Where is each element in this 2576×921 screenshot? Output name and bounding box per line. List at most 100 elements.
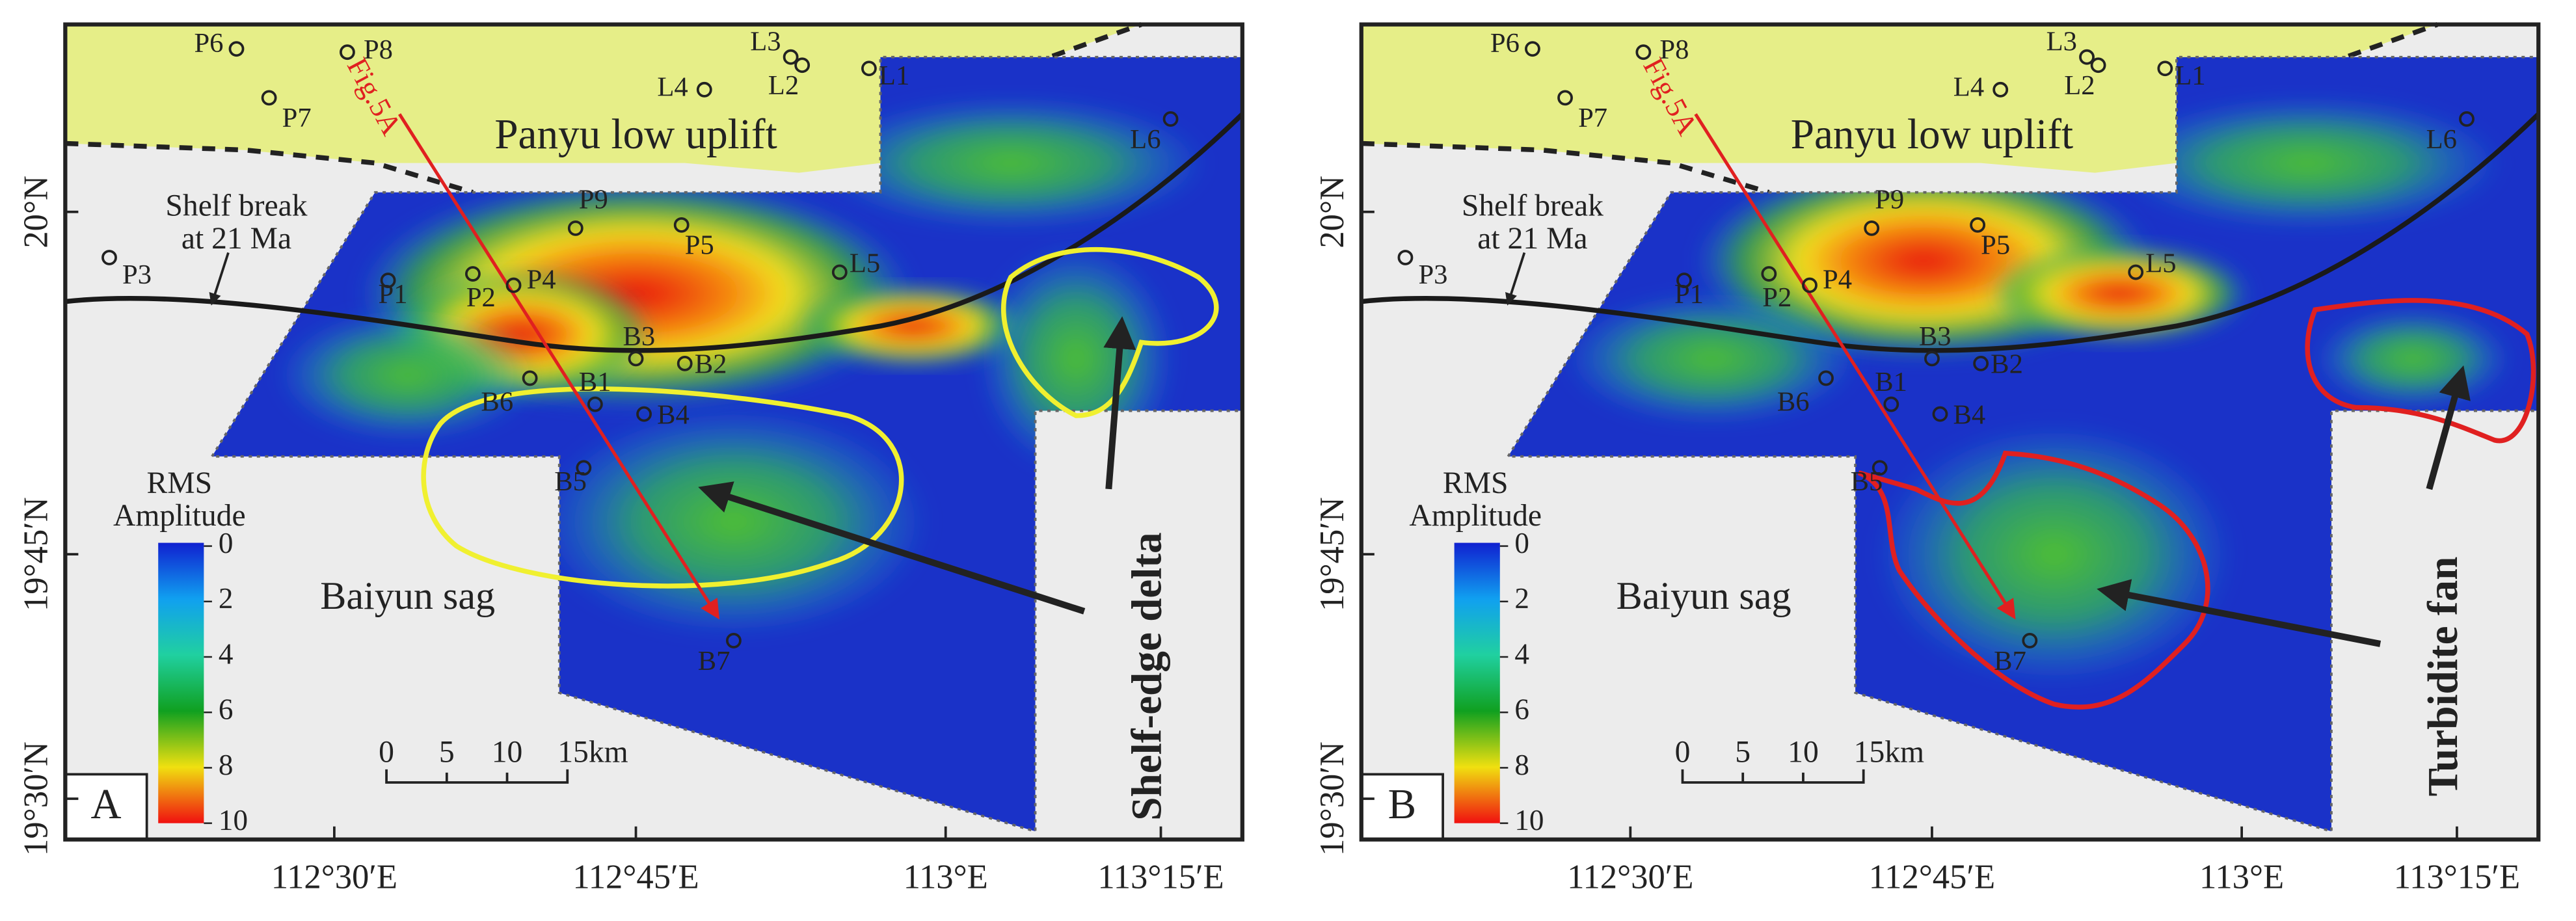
- well-label: L2: [768, 70, 799, 101]
- well: [1872, 460, 1888, 476]
- well-label: P4: [1823, 264, 1852, 295]
- well-label: B1: [579, 367, 611, 397]
- lon-label: 113°15′E: [2394, 858, 2520, 896]
- well-label: B1: [1875, 367, 1907, 397]
- well-label: P7: [282, 103, 312, 133]
- well-label: P1: [379, 279, 408, 310]
- well-label: B2: [695, 349, 727, 380]
- well: [1397, 250, 1414, 265]
- sag-label: Baiyun sag: [320, 574, 495, 618]
- well-label: L6: [2426, 124, 2457, 155]
- well: [587, 396, 603, 412]
- well: [696, 81, 712, 98]
- well: [636, 406, 652, 422]
- well: [505, 277, 522, 293]
- well-label: L5: [850, 248, 880, 278]
- well: [228, 41, 245, 57]
- lon-label: 113°15′E: [1097, 858, 1224, 896]
- colorbar-tick-label: 6: [1514, 693, 1529, 726]
- well: [261, 90, 277, 106]
- well: [1932, 406, 1948, 422]
- well-label: L4: [657, 72, 688, 103]
- well: [2022, 633, 2038, 648]
- well: [2090, 57, 2106, 73]
- well: [2459, 111, 2475, 127]
- well: [2157, 60, 2173, 77]
- colorbar-title: RMS: [1443, 466, 1509, 500]
- well-label: L6: [1130, 124, 1161, 155]
- lon-label: 113°E: [904, 858, 988, 896]
- well-label: B5: [1851, 466, 1883, 497]
- well: [1992, 81, 2009, 98]
- scale-bar-label: 0: [379, 735, 394, 769]
- well-label: P2: [1762, 282, 1791, 313]
- well-label: B7: [1994, 646, 2026, 676]
- well-label: P4: [527, 264, 556, 295]
- colorbar-tick-label: 4: [219, 637, 234, 670]
- scale-bar: [1681, 769, 1865, 784]
- amplitude-patch: [799, 285, 1028, 367]
- well: [794, 57, 811, 73]
- well-label: P6: [194, 28, 223, 59]
- amplitude-patch: [1565, 293, 1859, 424]
- lat-label: 20°N: [17, 176, 55, 248]
- lon-label: 112°45′E: [572, 858, 699, 896]
- well-label: P9: [579, 185, 608, 215]
- shelf-break-line: [1361, 112, 2540, 353]
- well-label: L5: [2145, 248, 2176, 278]
- colorbar-tick-label: 6: [219, 693, 234, 726]
- well-label: P8: [1659, 34, 1689, 65]
- pointer-arrow: [698, 481, 1086, 615]
- lat-label: 20°N: [1313, 176, 1351, 248]
- well: [2079, 49, 2095, 65]
- lat-label: 19°30′N: [1313, 741, 1351, 856]
- well: [1525, 41, 1540, 57]
- well: [2128, 264, 2144, 280]
- colorbar-tick-label: 8: [1514, 749, 1529, 781]
- colorbar: [1454, 542, 1500, 823]
- colorbar: [158, 542, 204, 823]
- well-label: P5: [1981, 230, 2010, 261]
- pointer-arrow: [1103, 316, 1136, 490]
- shelf-break-line: [64, 112, 1244, 353]
- scale-bar-label: 10: [492, 735, 523, 769]
- well: [1162, 111, 1179, 127]
- scale-bar-label: 5: [439, 735, 455, 769]
- sag-label: Baiyun sag: [1617, 574, 1791, 618]
- colorbar-tick-label: 8: [219, 749, 234, 781]
- delta-outline: [421, 386, 904, 589]
- well: [522, 370, 538, 386]
- panel-label-box: [64, 773, 148, 841]
- well-label: B3: [623, 321, 655, 352]
- uplift-label: Panyu low uplift: [494, 111, 777, 158]
- amplitude-patch: [538, 407, 930, 636]
- pointer-arrow: [2097, 579, 2381, 647]
- well-label: P8: [364, 34, 393, 65]
- amplitude-patch: [815, 98, 1207, 228]
- amplitude-patch: [1989, 244, 2250, 343]
- well: [677, 355, 693, 371]
- lon-label: 112°30′E: [1567, 858, 1693, 896]
- well: [1818, 370, 1834, 386]
- colorbar-title: RMS: [146, 466, 212, 500]
- lon-label: 112°30′E: [271, 858, 397, 896]
- well: [783, 49, 799, 65]
- amplitude-patch: [2111, 98, 2503, 228]
- well-label: B4: [1953, 399, 1986, 430]
- well-label: P2: [466, 282, 496, 313]
- well-label: P1: [1674, 279, 1704, 310]
- amplitude-patch: [277, 310, 539, 440]
- well: [1802, 277, 1818, 293]
- pointer-arrow: [2426, 365, 2471, 490]
- scale-bar-label: 0: [1675, 735, 1691, 769]
- well: [1676, 273, 1692, 288]
- well: [628, 351, 644, 367]
- well-label: B2: [1991, 349, 2023, 380]
- section-line: [1694, 113, 2016, 620]
- shelf-break-label: Shelf break: [165, 189, 307, 223]
- scale-bar-label: 10: [1788, 735, 1819, 769]
- scale-bar: [385, 769, 569, 784]
- well-label: B5: [554, 466, 587, 497]
- well-label: P5: [685, 230, 714, 261]
